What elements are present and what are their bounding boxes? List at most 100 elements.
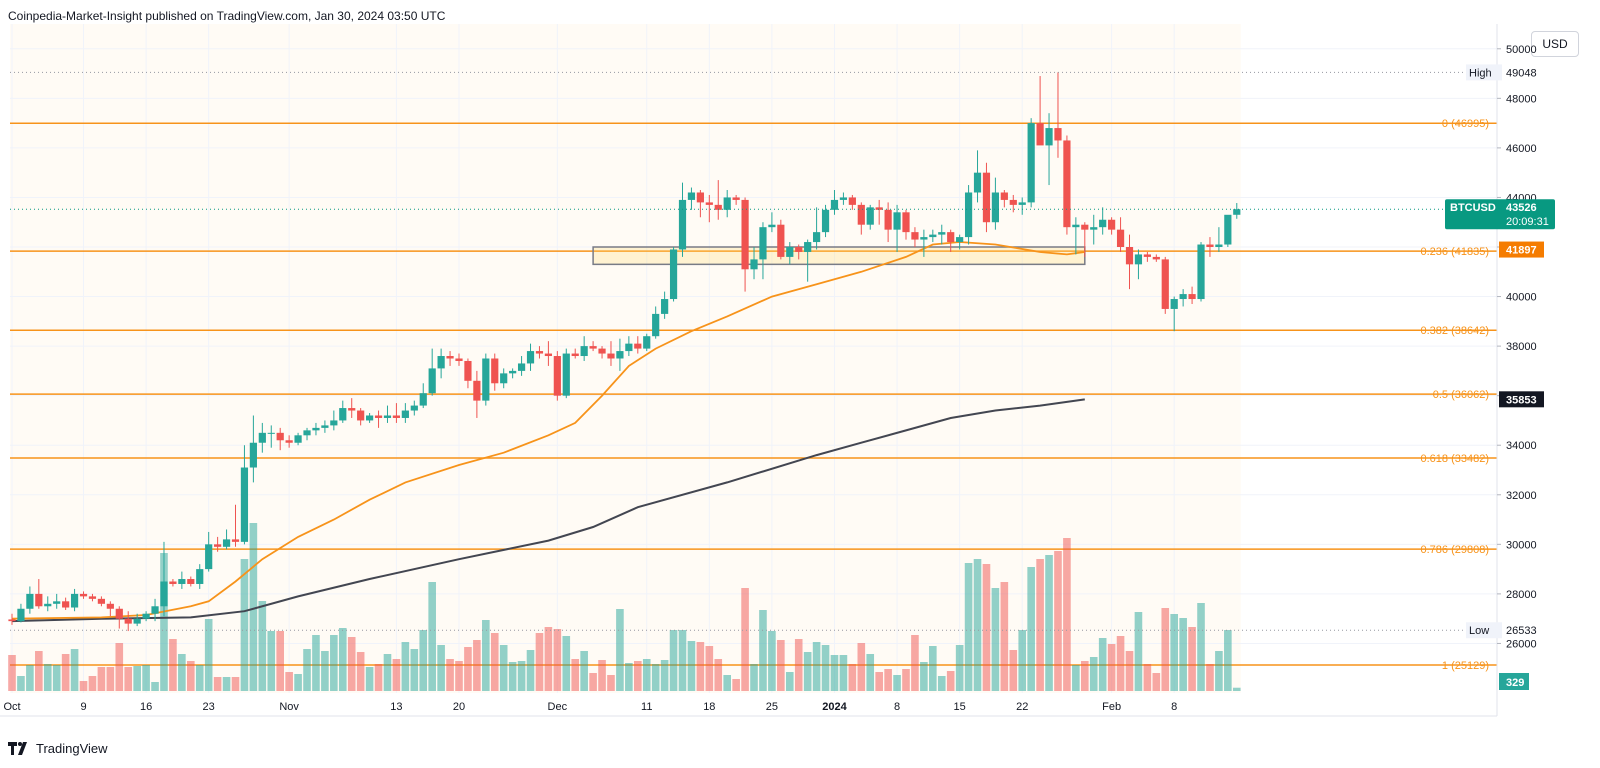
volume-bar — [973, 559, 982, 691]
volume-bar — [1188, 627, 1196, 691]
candle — [17, 603, 25, 623]
volume-bar — [768, 631, 776, 691]
candle — [920, 229, 928, 257]
candle — [214, 536, 222, 552]
candle-body — [44, 603, 52, 607]
volume-bar — [258, 601, 267, 691]
candle-body — [607, 353, 615, 359]
volume-bar — [562, 636, 571, 691]
candle-body — [956, 237, 964, 243]
candle — [88, 593, 97, 602]
volume-bar — [946, 671, 955, 691]
volume-bar — [1107, 644, 1116, 691]
candle-body — [723, 197, 731, 210]
candle — [1027, 118, 1035, 208]
volume-bar — [151, 682, 159, 691]
volume-bar — [1224, 630, 1232, 691]
candle — [366, 413, 374, 423]
candle — [133, 613, 141, 627]
candle-body — [392, 415, 401, 418]
candle — [1224, 214, 1232, 247]
volume-bar — [178, 654, 186, 691]
currency-button[interactable]: USD — [1531, 31, 1579, 57]
volume-bar — [911, 635, 919, 691]
candle-body — [1045, 128, 1053, 146]
candle — [383, 405, 392, 423]
volume-bar — [642, 659, 651, 691]
candle-body — [357, 410, 365, 421]
candle-body — [1152, 256, 1160, 260]
candle — [786, 242, 794, 265]
volume-bar — [285, 672, 293, 691]
time-tick-label: 25 — [766, 701, 778, 713]
volume-bar — [857, 643, 866, 691]
candle-body — [8, 619, 16, 622]
candle — [652, 306, 660, 339]
volume-bar — [937, 676, 946, 691]
candle — [517, 356, 526, 376]
candle-body — [1179, 294, 1187, 300]
ema-value-200: 35853 — [181, 68, 215, 82]
candle — [35, 579, 43, 609]
volume-bar — [839, 655, 848, 691]
volume-bar — [26, 665, 34, 691]
price-tick-label: 30000 — [1506, 539, 1537, 551]
volume-bar — [115, 643, 124, 691]
candle — [348, 398, 356, 418]
volume-bar — [920, 662, 928, 691]
candle — [875, 199, 883, 225]
candle-body — [964, 192, 973, 238]
price-tick-label: 48000 — [1506, 93, 1537, 105]
time-tick-label: 16 — [140, 701, 152, 713]
candle — [634, 336, 642, 354]
volume-bar — [428, 582, 436, 691]
volume-bar — [267, 631, 276, 691]
candle-body — [196, 569, 204, 584]
candle-body — [374, 415, 383, 418]
candle-body — [1170, 299, 1178, 309]
volume-bar — [902, 669, 910, 691]
candle — [947, 229, 955, 252]
candle — [62, 597, 70, 610]
candle-body — [1009, 199, 1017, 205]
volume-bar — [812, 642, 821, 691]
candle — [1072, 217, 1080, 255]
price-tick-label: 46000 — [1506, 143, 1537, 155]
candle-body — [696, 192, 704, 203]
candle-body — [544, 353, 552, 357]
candle — [1143, 251, 1151, 262]
candle-body — [884, 209, 892, 230]
volume-bar — [1206, 664, 1214, 691]
high-label: H — [273, 34, 282, 48]
candle-body — [428, 368, 436, 394]
candle-body — [222, 539, 231, 547]
candle-body — [848, 197, 856, 205]
volume-bar — [455, 661, 463, 691]
candle — [750, 247, 758, 280]
candle-body — [1072, 224, 1080, 228]
candle — [1090, 214, 1098, 245]
candle — [1152, 254, 1160, 262]
candle-body — [991, 192, 999, 223]
candle-body — [929, 234, 937, 238]
candle-body — [598, 348, 606, 354]
volume-bar — [1063, 538, 1071, 691]
candle — [821, 204, 830, 238]
candle — [705, 194, 713, 223]
open-value: 43302 — [229, 34, 264, 48]
candle — [893, 204, 901, 252]
candle — [1215, 227, 1223, 252]
candle — [687, 187, 696, 210]
volume-bar — [517, 661, 526, 691]
volume-bar — [222, 677, 231, 691]
volume-bar — [526, 650, 535, 691]
symbol-row: Bitcoin / U.S. Dollar, 1D, BITSTAMP O433… — [16, 33, 507, 50]
price-tick-label: 26000 — [1506, 638, 1537, 650]
candle — [625, 336, 633, 357]
candle-body — [678, 199, 687, 250]
candle-body — [1215, 244, 1223, 247]
ema-200-line — [11, 398, 1085, 623]
volume-bar — [1054, 551, 1062, 691]
price-tick-label: 36000 — [1506, 391, 1537, 403]
